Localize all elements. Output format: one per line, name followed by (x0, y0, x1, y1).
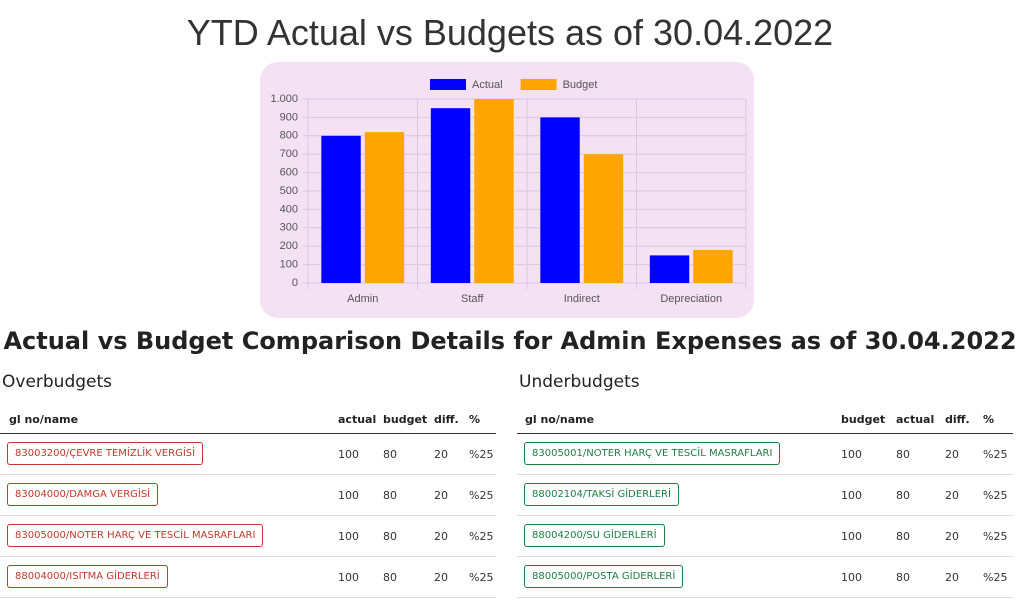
cell-value: %25 (469, 489, 494, 502)
cell-value: 20 (945, 489, 959, 502)
y-tick-label: 200 (280, 240, 298, 252)
gl-button[interactable]: 88004000/ISITMA GİDERLERİ (7, 565, 168, 588)
table-row: 88004000/ISITMA GİDERLERİ 100 80 20 %25 (0, 557, 496, 598)
bar (474, 99, 514, 283)
cell-value: 80 (896, 448, 910, 461)
table-row: 83003200/ÇEVRE TEMİZLİK VERGİSİ 100 80 20 %2… (0, 434, 496, 475)
bar (364, 132, 405, 283)
column-header: actual (338, 413, 377, 426)
table-row: 88002104/TAKSİ GİDERLERİ 100 80 20 %25 (517, 475, 1013, 516)
cell-value: %25 (469, 448, 494, 461)
gl-button[interactable]: 83003200/ÇEVRE TEMİZLİK VERGİSİ (7, 442, 204, 465)
cell-value: 80 (896, 571, 910, 584)
cell-value: 20 (434, 448, 448, 461)
column-header: diff. (434, 413, 459, 426)
cell-value: 80 (383, 530, 397, 543)
gl-button[interactable]: 83004000/DAMGA VERGİSİ (7, 483, 159, 506)
bar (693, 249, 733, 283)
cell-value: 100 (841, 448, 862, 461)
table-header: gl no/name budget actual diff.% (517, 396, 1013, 434)
column-header: budget (383, 413, 428, 426)
cell-value: 80 (896, 530, 910, 543)
cell-value: %25 (983, 571, 1008, 584)
bar (583, 154, 624, 283)
legend-label: Actual (472, 79, 503, 91)
gl-button[interactable]: 83005000/NOTER HARÇ VE TESCİL MASRAFLARI (7, 524, 264, 547)
cell-value: %25 (983, 489, 1008, 502)
column-header: diff. (945, 413, 970, 426)
gl-button[interactable]: 88004200/SU GİDERLERİ (524, 524, 665, 547)
y-tick-label: 300 (280, 222, 298, 234)
page-title: YTD Actual vs Budgets as of 30.04.2022 (186, 12, 834, 53)
gl-button[interactable]: 88002104/TAKSİ GİDERLERİ (524, 483, 679, 506)
cell-value: 80 (383, 448, 397, 461)
legend-label: Budget (563, 79, 598, 91)
x-tick-label: Indirect (564, 293, 600, 305)
gl-button[interactable]: 83005001/NOTER HARÇ VE TESCİL MASRAFLARI (524, 442, 781, 465)
cell-value: 100 (841, 530, 862, 543)
cell-value: 100 (841, 489, 862, 502)
table-title: Overbudgets (2, 372, 113, 392)
y-tick-label: 800 (280, 130, 298, 142)
bar (430, 108, 471, 283)
cell-value: %25 (469, 530, 494, 543)
cell-value: 100 (338, 489, 359, 502)
cell-value: 20 (434, 489, 448, 502)
underbudget-section: Underbudgets gl no/name budget actual diff.%… (517, 372, 1013, 598)
gl-button[interactable]: 88005000/POSTA GİDERLERİ (524, 565, 684, 588)
legend-swatch (430, 79, 466, 90)
cell-value: %25 (983, 448, 1008, 461)
column-header: % (983, 413, 995, 426)
column-header: % (469, 413, 481, 426)
y-tick-label: 1.000 (270, 93, 298, 105)
x-tick-label: Depreciation (660, 293, 722, 305)
table-row: 83005001/NOTER HARÇ VE TESCİL MASRAFLARI… (517, 434, 1013, 475)
cell-value: 20 (945, 530, 959, 543)
cell-value: %25 (983, 530, 1008, 543)
y-tick-label: 400 (280, 203, 298, 215)
cell-value: 20 (434, 571, 448, 584)
table-row: 83004000/DAMGA VERGİSİ 100 80 20 %25 (0, 475, 496, 516)
cell-value: 20 (945, 448, 959, 461)
cell-value: 100 (338, 448, 359, 461)
bar (321, 135, 361, 283)
cell-value: 20 (945, 571, 959, 584)
cell-value: 80 (383, 571, 397, 584)
cell-value: 100 (841, 571, 862, 584)
column-header: budget (841, 413, 886, 426)
cell-value: 100 (338, 571, 359, 584)
section-heading: Actual vs Budget Comparison Details for … (3, 327, 1017, 355)
cell-value: 80 (383, 489, 397, 502)
bar (649, 255, 690, 283)
x-tick-label: Admin (347, 293, 378, 305)
column-header: gl no/name (525, 413, 595, 426)
table-row: 88004200/SU GİDERLERİ 100 80 20 %25 (517, 516, 1013, 557)
cell-value: %25 (469, 571, 494, 584)
cell-value: 20 (434, 530, 448, 543)
column-header: gl no/name (9, 413, 79, 426)
x-tick-label: Staff (461, 293, 484, 305)
legend-swatch (520, 79, 557, 90)
table-row: 83005000/NOTER HARÇ VE TESCİL MASRAFLARI… (0, 516, 496, 557)
y-tick-label: 100 (280, 259, 298, 271)
y-tick-label: 600 (280, 167, 298, 179)
overbudget-section: Overbudgets gl no/name actual budget diff.% 8… (0, 372, 496, 598)
y-tick-label: 500 (280, 185, 298, 197)
bar (540, 117, 580, 284)
table-title: Underbudgets (519, 372, 640, 392)
y-tick-label: 0 (292, 277, 298, 289)
cell-value: 80 (896, 489, 910, 502)
cell-value: 100 (338, 530, 359, 543)
table-header: gl no/name actual budget diff.% (0, 396, 496, 434)
y-tick-label: 900 (280, 111, 298, 123)
y-tick-label: 700 (280, 148, 298, 160)
table-row: 88005000/POSTA GİDERLERİ 100 80 20 %25 (517, 557, 1013, 598)
chart: 0 100 200 300 400 500 600 700 800 900 1.000 Admin St… (270, 79, 747, 305)
chart-card: 0 100 200 300 400 500 600 700 800 900 1.000 Admin St… (260, 62, 754, 318)
column-header: actual (896, 413, 935, 426)
